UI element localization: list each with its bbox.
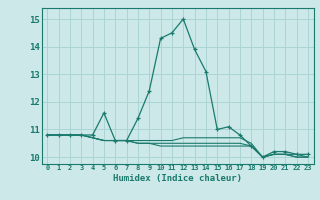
X-axis label: Humidex (Indice chaleur): Humidex (Indice chaleur) [113,174,242,183]
